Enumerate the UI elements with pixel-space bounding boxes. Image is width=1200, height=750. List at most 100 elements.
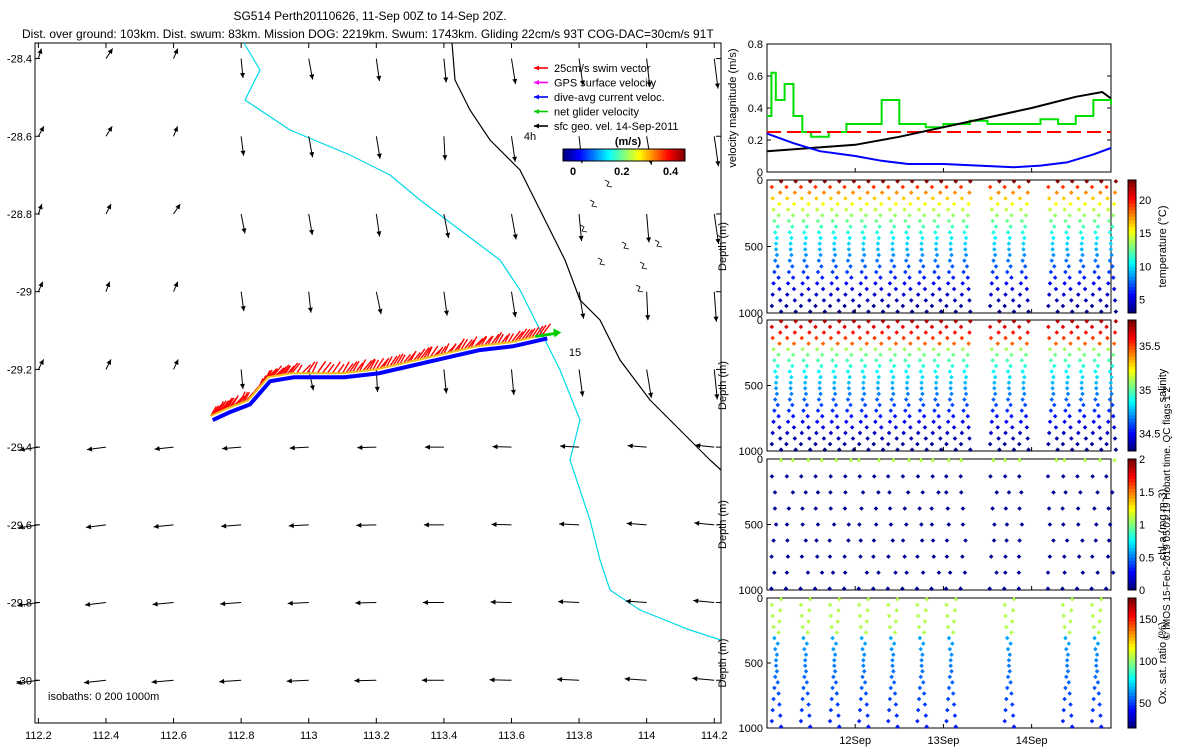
profile-point — [915, 554, 920, 559]
depth-colorbar-cell — [1128, 653, 1136, 657]
profile-point — [1092, 408, 1097, 413]
swim-vector — [382, 357, 390, 369]
profile-point — [837, 309, 842, 314]
sfc-velocity-arrowhead — [510, 389, 516, 395]
sfc-velocity-arrowhead — [16, 680, 22, 686]
profile-point — [800, 624, 805, 630]
profile-point — [798, 586, 803, 591]
profile-point — [1069, 447, 1075, 452]
profile-point — [1006, 663, 1012, 669]
profile-point — [775, 363, 781, 369]
profile-point — [1051, 374, 1056, 380]
profile-point — [819, 352, 825, 358]
profile-point — [1082, 286, 1088, 292]
velocity-y-tick-label: 0.8 — [748, 39, 763, 51]
profile-point — [864, 425, 870, 430]
profile-point — [1008, 264, 1013, 269]
depth-colorbar-cell — [1128, 219, 1136, 224]
profile-point — [948, 657, 953, 663]
profile-point — [844, 408, 850, 413]
depth-colorbar-cell — [1128, 462, 1136, 467]
profile-point — [872, 430, 877, 436]
map-y-tick-label: -29.6 — [7, 520, 32, 532]
profile-point — [1067, 352, 1072, 358]
profile-point — [771, 538, 776, 543]
profile-point — [1023, 413, 1029, 419]
profile-point — [772, 369, 778, 374]
profile-point — [1079, 380, 1084, 385]
profile-point — [952, 436, 958, 441]
profile-point — [909, 447, 915, 452]
profile-point — [769, 474, 775, 479]
swim-vector — [510, 330, 521, 343]
profile-point — [891, 402, 897, 408]
profile-point — [992, 241, 997, 246]
profile-point — [1048, 408, 1054, 413]
profile-point — [835, 341, 840, 346]
profile-point — [874, 397, 880, 402]
profile-point — [874, 369, 880, 374]
sfc-velocity-arrowhead — [376, 231, 382, 237]
profile-point — [793, 309, 798, 314]
depth-colorbar-cell — [1128, 246, 1136, 251]
profile-point — [1079, 247, 1084, 252]
profile-point — [805, 213, 810, 218]
profile-point — [816, 230, 822, 235]
profile-point — [1020, 258, 1025, 263]
profile-point — [876, 570, 881, 575]
profile-point — [1107, 369, 1113, 374]
hours-label: 4h — [524, 131, 536, 143]
swim-vector — [497, 333, 504, 345]
depth-colorbar-cell — [1128, 199, 1136, 204]
profile-point — [990, 506, 995, 511]
depth-colorbar-cell — [1128, 372, 1136, 377]
profile-point — [1108, 380, 1114, 385]
profile-point — [1007, 252, 1013, 258]
profile-point — [872, 292, 877, 297]
profile-point — [1018, 207, 1024, 212]
profile-point — [959, 335, 965, 341]
depth-colorbar-cell — [1128, 695, 1136, 700]
profile-point — [861, 386, 866, 391]
profile-point — [1016, 570, 1022, 575]
colorbar-cell — [629, 149, 632, 161]
profile-point — [1093, 247, 1099, 252]
sfc-velocity-arrowhead — [374, 386, 380, 392]
swim-vector — [450, 343, 457, 353]
profile-point — [778, 436, 783, 441]
depth-colorbar-cell — [1128, 236, 1136, 241]
sfc-velocity-arrowhead — [421, 677, 427, 683]
colorbar-tick-label: 0 — [570, 166, 576, 178]
legend-marker-head — [534, 109, 539, 114]
profile-point — [1084, 179, 1090, 184]
depth-colorbar-cell — [1128, 253, 1136, 257]
profile-point — [904, 380, 910, 385]
profile-point — [930, 474, 935, 479]
profile-point — [1092, 506, 1097, 511]
profile-point — [1113, 319, 1119, 324]
sfc-velocity-arrowhead — [645, 315, 651, 321]
profile-point — [842, 303, 847, 309]
sfc-velocity-arrowhead — [175, 203, 181, 210]
profile-point — [995, 341, 1000, 346]
profile-point — [837, 319, 842, 324]
profile-point — [857, 474, 862, 479]
profile-point — [891, 235, 896, 241]
profile-point — [856, 718, 862, 724]
profile-point — [966, 286, 971, 292]
swim-vector — [362, 359, 373, 372]
depth-colorbar-cell — [1128, 576, 1136, 581]
profile-point — [1111, 341, 1117, 346]
depth-colorbar-cell — [1128, 382, 1136, 386]
profile-point — [1091, 624, 1096, 630]
sfc-velocity-arrowhead — [241, 228, 247, 234]
profile-point — [772, 570, 777, 575]
profile-point — [814, 292, 819, 297]
profile-point — [1061, 335, 1067, 341]
map-colorbar-frame — [562, 148, 686, 162]
profile-point — [903, 358, 908, 363]
profile-point — [1017, 458, 1022, 463]
profile-point — [929, 184, 935, 190]
profile-point — [1023, 213, 1029, 218]
